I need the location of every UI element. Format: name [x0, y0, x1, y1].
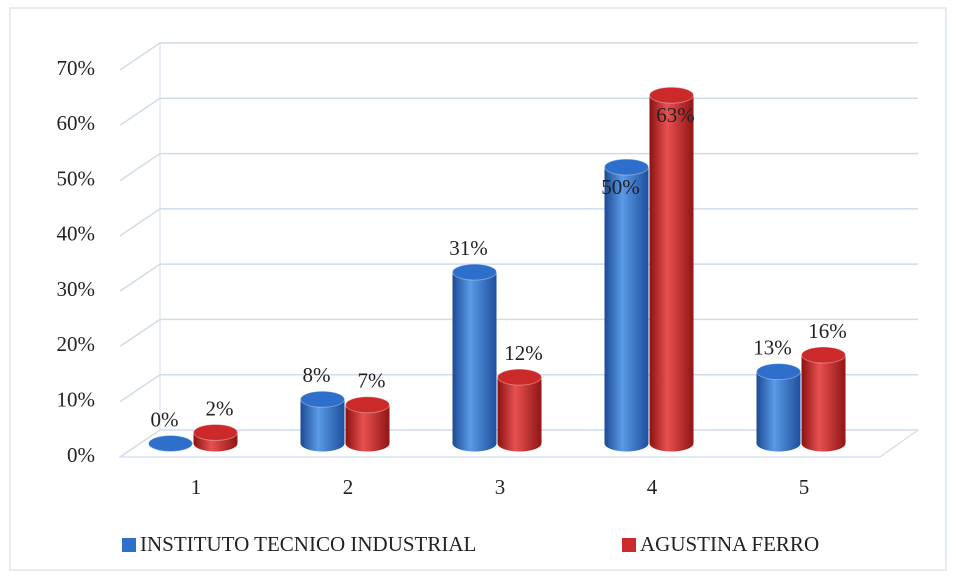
data-label: 63%	[656, 103, 695, 127]
bar	[497, 377, 542, 452]
bar	[452, 272, 497, 452]
bar	[801, 355, 846, 452]
y-tick-label: 20%	[57, 332, 96, 356]
x-tick-label: 1	[191, 475, 202, 499]
y-tick-label: 70%	[57, 56, 96, 80]
legend-swatch	[622, 538, 636, 552]
x-tick-label: 4	[647, 475, 658, 499]
legend-swatch	[122, 538, 136, 552]
bar	[649, 95, 694, 452]
legend-label: AGUSTINA FERRO	[640, 532, 819, 556]
y-tick-label: 0%	[67, 443, 95, 467]
bar-top	[756, 363, 801, 381]
data-label: 13%	[753, 335, 792, 359]
data-label: 31%	[449, 236, 488, 260]
legend-label: INSTITUTO TECNICO INDUSTRIAL	[140, 532, 476, 556]
x-tick-label: 3	[495, 475, 506, 499]
data-label: 12%	[504, 341, 543, 365]
y-tick-label: 40%	[57, 222, 96, 246]
x-tick-label: 5	[799, 475, 810, 499]
data-label: 50%	[601, 175, 640, 199]
bar-top	[497, 368, 542, 386]
data-label: 8%	[303, 363, 331, 387]
bar-top	[649, 86, 694, 104]
data-label: 7%	[358, 369, 386, 393]
data-label: 16%	[808, 319, 847, 343]
bar-top	[300, 390, 345, 408]
bar	[345, 404, 390, 452]
data-label: 2%	[206, 396, 234, 420]
bar	[756, 371, 801, 452]
x-tick-label: 2	[343, 475, 354, 499]
y-tick-label: 50%	[57, 166, 96, 190]
bar	[604, 167, 649, 452]
bar-top	[801, 346, 846, 364]
y-tick-label: 60%	[57, 111, 96, 135]
y-tick-label: 10%	[57, 388, 96, 412]
bar-top	[604, 158, 649, 176]
bar-top	[148, 435, 193, 452]
bar-top	[452, 263, 497, 281]
bar	[300, 399, 345, 452]
bar-top	[345, 396, 390, 414]
data-label: 0%	[151, 407, 179, 431]
grid-line	[119, 42, 918, 71]
bar-top	[193, 423, 238, 441]
y-tick-label: 30%	[57, 277, 96, 301]
